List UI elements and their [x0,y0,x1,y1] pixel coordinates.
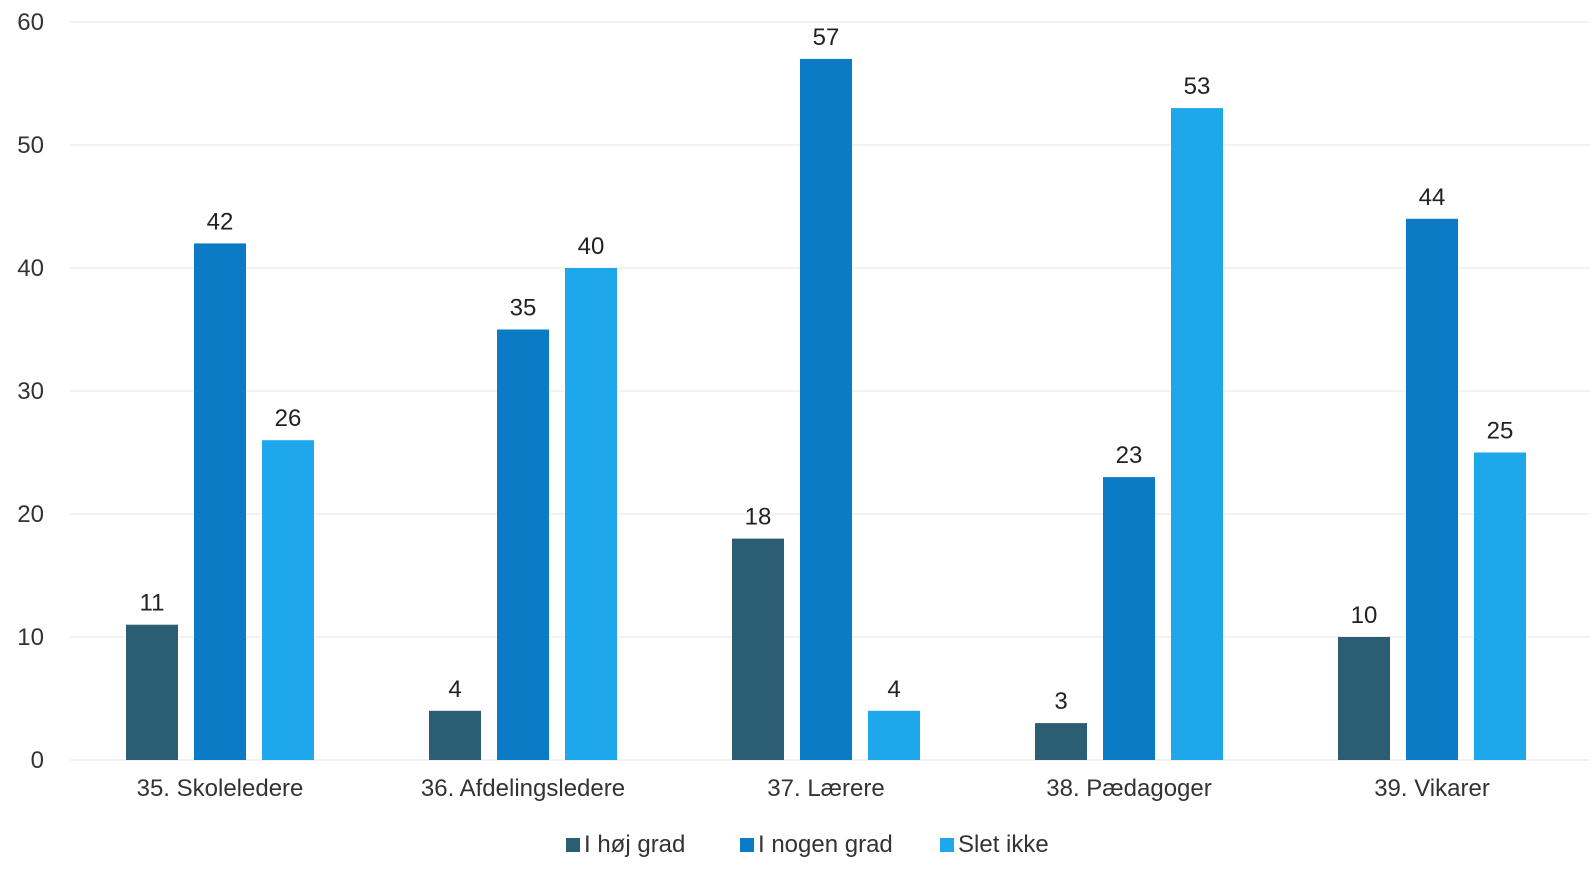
legend: I høj grad I nogen grad Slet ikke [566,831,1049,858]
data-labels: 11 42 26 4 35 40 18 57 4 3 23 53 10 44 25 [140,24,1514,715]
data-label: 4 [887,676,900,703]
data-label: 3 [1054,688,1067,715]
bar [565,268,617,760]
y-axis-ticks: 0 10 20 30 40 50 60 [17,9,44,774]
data-label: 25 [1487,418,1514,445]
bars [126,58,1526,761]
x-axis-categories: 35. Skoleledere 36. Afdelingsledere 37. Læ… [137,775,1490,802]
y-tick-label: 10 [17,624,44,651]
category-label: 36. Afdelingsledere [421,775,625,802]
y-tick-label: 0 [31,747,44,774]
data-label: 57 [813,24,840,51]
category-label: 35. Skoleledere [137,775,304,802]
bar [732,538,784,760]
bar [497,329,549,760]
bar [800,58,852,760]
data-label: 23 [1116,442,1143,469]
legend-swatch [740,838,754,852]
y-tick-label: 20 [17,501,44,528]
data-label: 10 [1351,602,1378,629]
legend-label: I høj grad [584,831,685,858]
y-tick-label: 60 [17,9,44,36]
data-label: 35 [510,295,537,322]
y-tick-label: 50 [17,132,44,159]
legend-swatch [566,838,580,852]
bar [1406,218,1458,761]
legend-label: Slet ikke [958,831,1049,858]
y-tick-label: 40 [17,255,44,282]
data-label: 40 [578,233,605,260]
bar [1338,637,1390,760]
bar [868,710,920,760]
data-label: 18 [745,504,772,531]
legend-label: I nogen grad [758,831,893,858]
data-label: 42 [207,208,234,235]
bar [262,440,314,760]
bar [194,243,246,760]
category-label: 37. Lærere [767,775,884,802]
category-label: 39. Vikarer [1374,775,1490,802]
bar [1035,723,1087,760]
data-label: 53 [1184,73,1211,100]
data-label: 11 [140,590,165,617]
data-label: 4 [448,676,461,703]
data-label: 26 [275,405,302,432]
bar [1103,477,1155,760]
bar [1171,108,1223,761]
bar [1474,452,1526,760]
bar [126,624,178,760]
bar [429,710,481,760]
data-label: 44 [1419,184,1446,211]
legend-swatch [940,838,954,852]
category-label: 38. Pædagoger [1046,775,1211,802]
y-tick-label: 30 [17,378,44,405]
